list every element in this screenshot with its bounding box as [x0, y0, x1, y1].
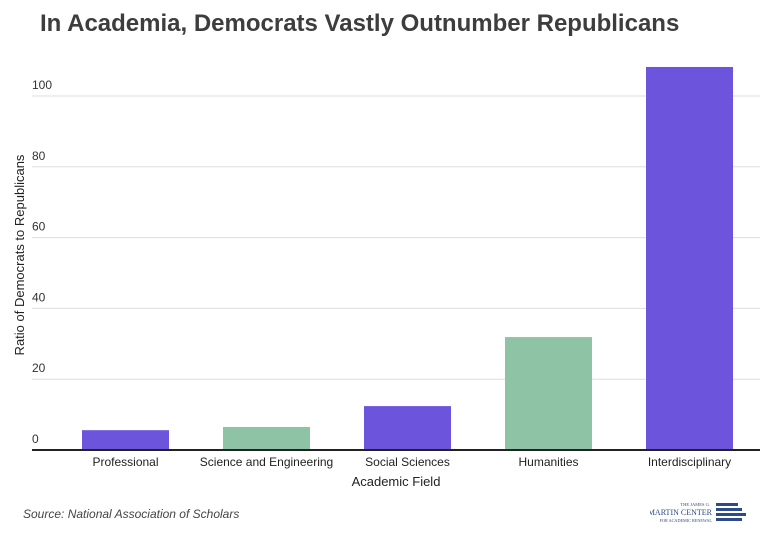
y-tick-label: 60 [32, 220, 46, 234]
svg-text:THE JAMES G.: THE JAMES G. [680, 502, 710, 507]
x-tick-label: Social Sciences [365, 455, 450, 469]
martin-center-logo: THE JAMES G. MARTIN CENTER FOR ACADEMIC … [650, 502, 746, 523]
bar-science-and-engineering [223, 426, 310, 450]
chart-title: In Academia, Democrats Vastly Outnumber … [40, 10, 680, 37]
y-tick-label: 80 [32, 149, 46, 163]
svg-text:MARTIN CENTER: MARTIN CENTER [650, 508, 713, 517]
svg-text:FOR ACADEMIC RENEWAL: FOR ACADEMIC RENEWAL [660, 518, 713, 523]
y-tick-label: 40 [32, 290, 46, 304]
bar-social-sciences [364, 406, 451, 450]
y-axis-label: Ratio of Democrats to Republicans [12, 154, 27, 355]
x-axis-label: Academic Field [352, 474, 441, 489]
bar-professional [82, 430, 169, 450]
source-note: Source: National Association of Scholars [23, 507, 240, 521]
y-tick-label: 0 [32, 432, 39, 446]
x-tick-label: Humanities [518, 455, 578, 469]
y-tick-label: 20 [32, 361, 46, 375]
bar-humanities [505, 337, 592, 450]
bar-interdisciplinary [646, 66, 733, 451]
y-tick-label: 100 [32, 78, 52, 92]
x-tick-label: Interdisciplinary [648, 455, 731, 469]
x-tick-label: Professional [92, 455, 158, 469]
x-tick-label: Science and Engineering [200, 455, 333, 469]
